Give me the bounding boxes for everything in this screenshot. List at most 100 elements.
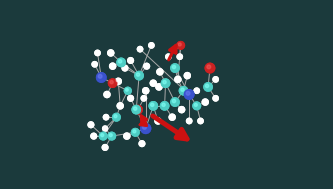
Circle shape [118,59,125,67]
Circle shape [117,58,125,67]
Circle shape [193,102,200,110]
Circle shape [125,134,130,139]
Circle shape [185,74,188,76]
Circle shape [134,107,137,110]
Circle shape [135,71,143,80]
Circle shape [97,73,106,82]
Circle shape [184,73,190,79]
Circle shape [167,55,169,57]
Circle shape [110,64,116,69]
Circle shape [92,62,97,67]
Circle shape [195,89,197,91]
Circle shape [184,90,194,99]
Circle shape [158,69,163,75]
Circle shape [206,64,215,73]
Circle shape [95,50,100,56]
Circle shape [92,134,94,136]
Circle shape [140,141,145,146]
Circle shape [134,105,142,114]
Circle shape [151,103,154,106]
Circle shape [172,65,179,72]
Circle shape [128,58,134,63]
Circle shape [108,132,116,140]
Circle shape [161,102,169,110]
Circle shape [100,132,107,140]
Circle shape [103,115,109,120]
Circle shape [150,80,156,86]
Circle shape [119,60,122,63]
Circle shape [150,102,158,110]
Circle shape [156,84,162,90]
Circle shape [166,54,171,59]
Circle shape [128,95,134,101]
Circle shape [213,77,218,82]
Circle shape [139,141,145,146]
Circle shape [158,70,160,72]
Circle shape [118,104,121,106]
Circle shape [141,124,151,133]
Circle shape [115,78,121,84]
Circle shape [144,63,150,69]
Circle shape [150,44,152,46]
Circle shape [91,133,97,139]
Circle shape [177,42,184,49]
Circle shape [179,87,188,95]
Circle shape [88,122,94,128]
Circle shape [116,79,121,84]
Circle shape [108,132,116,140]
Circle shape [109,51,111,53]
Circle shape [177,42,184,49]
Circle shape [93,63,95,65]
Circle shape [193,102,200,110]
Circle shape [109,134,112,137]
Circle shape [93,62,97,67]
Circle shape [178,107,184,113]
Circle shape [110,81,113,84]
Circle shape [109,133,116,140]
Circle shape [198,118,203,124]
Circle shape [150,80,156,86]
Circle shape [178,107,184,113]
Circle shape [157,69,163,75]
Circle shape [149,43,154,48]
Circle shape [151,81,156,86]
Circle shape [194,88,199,93]
Circle shape [205,63,215,73]
Circle shape [110,63,116,69]
Circle shape [144,63,150,69]
Circle shape [110,63,116,69]
Circle shape [199,119,201,121]
Circle shape [133,106,141,114]
Circle shape [105,93,108,95]
Circle shape [198,119,203,124]
Circle shape [162,80,170,87]
Circle shape [202,99,208,105]
Circle shape [109,79,117,87]
Circle shape [171,64,179,72]
Circle shape [204,83,212,91]
Circle shape [114,115,117,118]
Circle shape [95,50,100,56]
Circle shape [156,84,162,90]
Circle shape [103,126,108,131]
Circle shape [98,74,106,82]
Circle shape [186,91,190,95]
Circle shape [91,133,97,139]
Circle shape [140,142,142,144]
Circle shape [104,91,110,98]
Circle shape [170,115,175,120]
Circle shape [175,77,181,82]
Circle shape [141,96,147,101]
Circle shape [178,43,181,46]
Circle shape [117,103,123,109]
Circle shape [185,91,194,99]
Circle shape [162,79,170,87]
Circle shape [103,115,109,120]
Circle shape [102,145,108,150]
Circle shape [179,107,184,113]
Circle shape [180,108,182,110]
Circle shape [128,58,134,63]
Circle shape [205,84,212,91]
Circle shape [135,106,142,114]
Circle shape [101,134,104,137]
